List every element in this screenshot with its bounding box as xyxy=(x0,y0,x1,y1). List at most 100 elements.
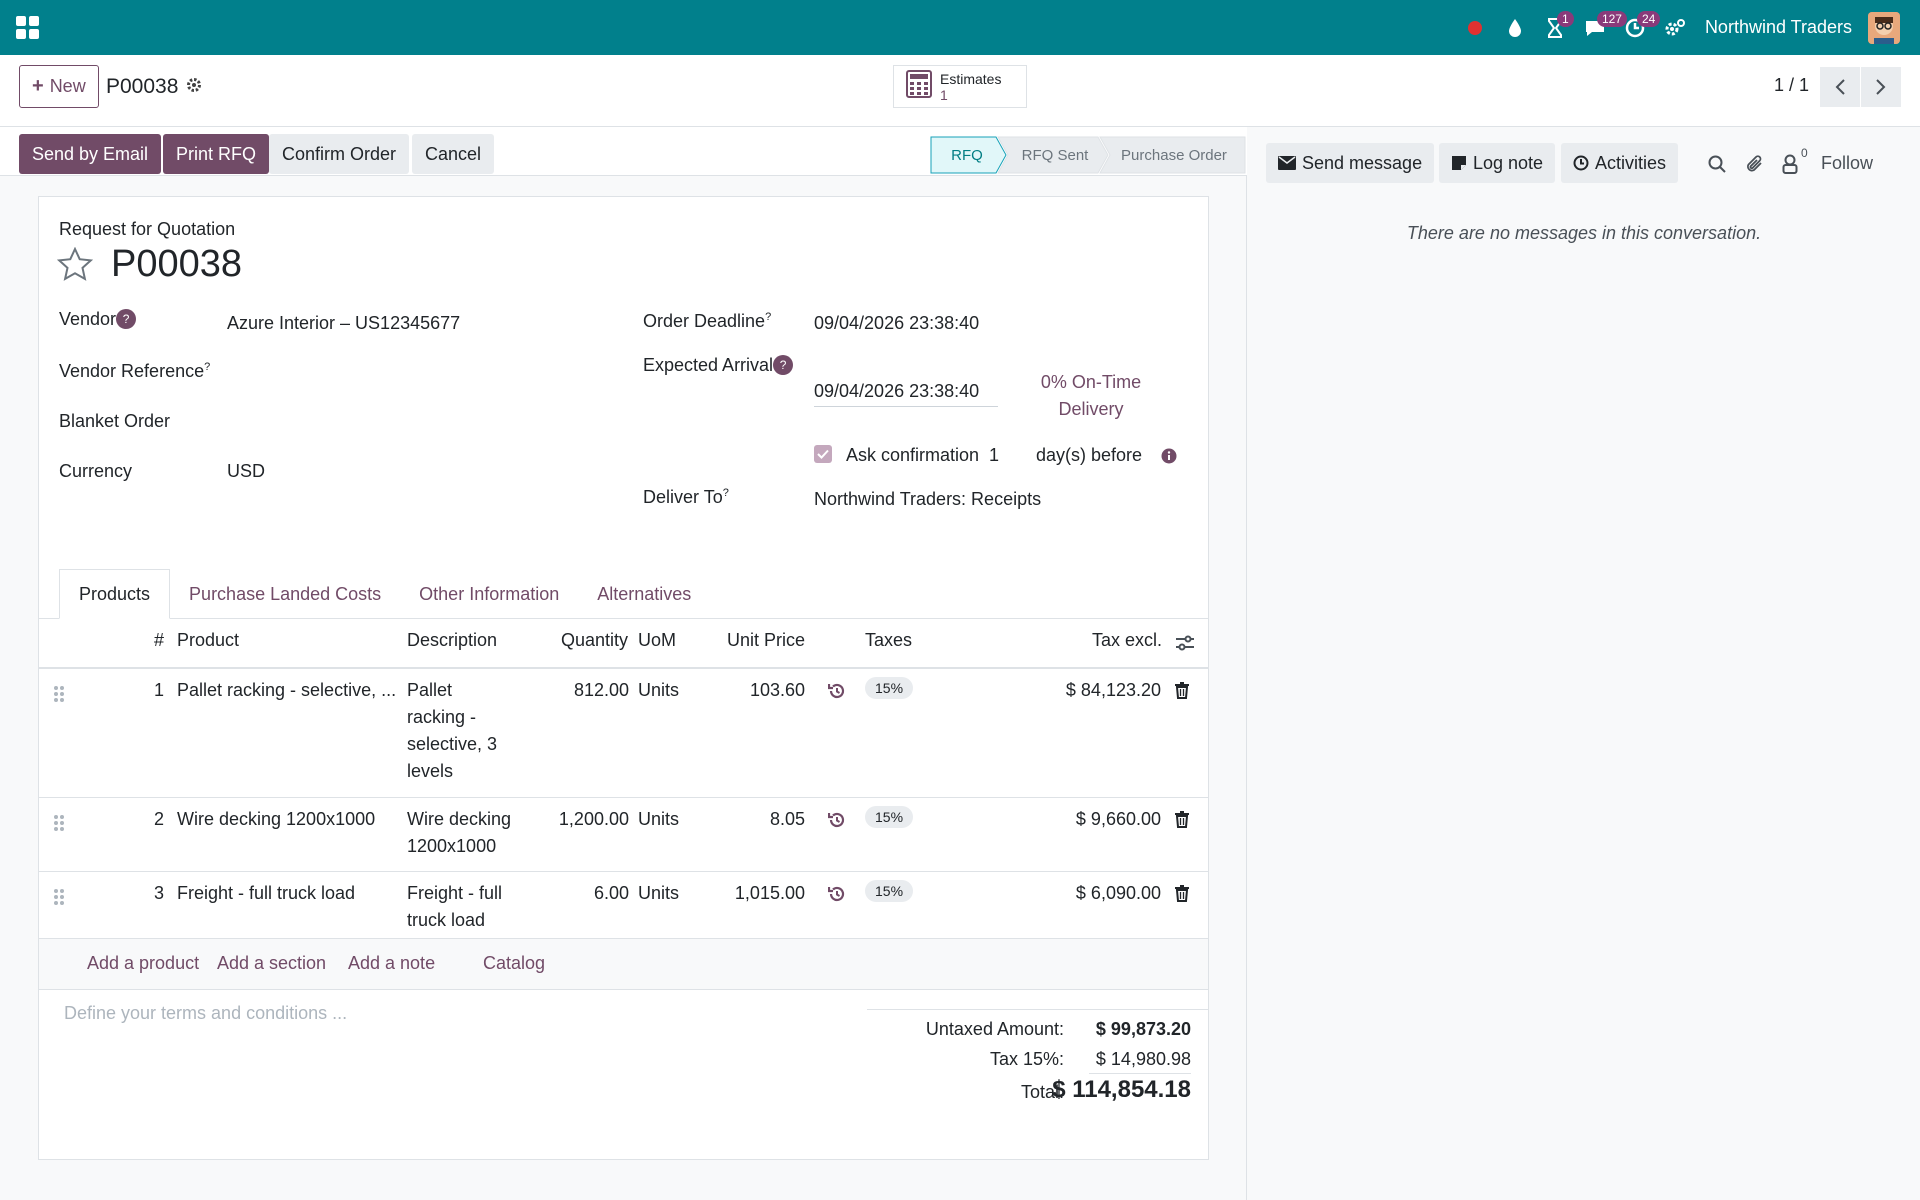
user-avatar[interactable] xyxy=(1868,11,1900,44)
company-name[interactable]: Northwind Traders xyxy=(1704,17,1852,37)
stage-rfq-sent[interactable]: RFQ Sent xyxy=(1021,146,1089,164)
row-quantity[interactable]: 1,200.00 xyxy=(558,809,629,829)
estimates-smart-button[interactable]: Estimates 1 xyxy=(893,65,1027,108)
activity-hourglass-icon[interactable]: 1 xyxy=(1535,0,1575,55)
table-row[interactable]: 1 Pallet racking - selective, ... Pallet… xyxy=(39,669,1208,797)
row-description[interactable]: Freight - full truck load xyxy=(407,883,503,930)
terms-and-conditions-field[interactable]: Define your terms and conditions ... xyxy=(64,1003,348,1023)
expected-arrival-field[interactable]: 09/04/2026 23:38:40 xyxy=(814,381,998,407)
trash-icon[interactable] xyxy=(1175,682,1189,704)
row-tax-badge[interactable]: 15% xyxy=(865,806,914,828)
column-header-description[interactable]: Description xyxy=(407,630,498,650)
column-header-unit-price[interactable]: Unit Price xyxy=(727,630,806,650)
vendor-label: Vendor? xyxy=(59,309,137,330)
stage-purchase-order[interactable]: Purchase Order xyxy=(1121,146,1227,164)
row-uom[interactable]: Units xyxy=(638,883,680,903)
table-row[interactable]: 2 Wire decking 1200x1000 Wire decking 12… xyxy=(39,798,1208,871)
new-button[interactable]: + New xyxy=(19,65,99,108)
note-icon xyxy=(1452,156,1466,170)
send-by-email-button[interactable]: Send by Email xyxy=(19,134,162,174)
row-product[interactable]: Freight - full truck load xyxy=(177,883,356,903)
empty-conversation-message: There are no messages in this conversati… xyxy=(1406,223,1762,243)
recording-dot-icon[interactable] xyxy=(1455,0,1495,55)
priority-star-icon[interactable] xyxy=(56,246,94,286)
confirm-order-button[interactable]: Confirm Order xyxy=(269,134,410,174)
row-tax-badge[interactable]: 15% xyxy=(865,880,914,902)
row-unit-price[interactable]: 103.60 xyxy=(749,680,805,700)
drag-handle-icon[interactable] xyxy=(53,814,65,837)
cancel-button[interactable]: Cancel xyxy=(412,134,495,174)
optional-columns-toggle-icon[interactable] xyxy=(1175,635,1195,656)
trash-icon[interactable] xyxy=(1175,885,1189,907)
table-row[interactable]: 3 Freight - full truck load Freight - fu… xyxy=(39,872,1208,938)
row-unit-price[interactable]: 1,015.00 xyxy=(734,883,805,903)
activity-count-badge: 1 xyxy=(1556,11,1574,27)
blanket-order-field[interactable] xyxy=(227,405,627,437)
paperclip-icon[interactable] xyxy=(1746,154,1764,179)
follow-button[interactable]: Follow xyxy=(1821,153,1874,173)
drop-icon[interactable] xyxy=(1495,0,1535,55)
history-icon[interactable] xyxy=(827,682,846,705)
pager-value[interactable]: 1 / 1 xyxy=(1774,75,1810,95)
vendor-reference-field[interactable] xyxy=(227,357,627,389)
print-rfq-button[interactable]: Print RFQ xyxy=(163,134,270,174)
order-deadline-field[interactable]: 09/04/2026 23:38:40 xyxy=(814,313,980,333)
catalog-link[interactable]: Catalog xyxy=(483,953,546,973)
order-deadline-help[interactable]: ? xyxy=(765,311,772,323)
settings-gears-icon[interactable] xyxy=(1655,0,1695,55)
ask-confirmation-checkbox[interactable] xyxy=(814,445,832,463)
calculator-icon xyxy=(906,70,932,103)
pager-previous-button[interactable] xyxy=(1820,67,1860,107)
row-quantity[interactable]: 812.00 xyxy=(573,680,629,700)
row-uom[interactable]: Units xyxy=(638,809,680,829)
record-gear-icon[interactable] xyxy=(186,77,202,98)
stage-rfq[interactable]: RFQ xyxy=(951,146,983,164)
tab-alternatives[interactable]: Alternatives xyxy=(597,583,692,604)
tab-other-information[interactable]: Other Information xyxy=(419,583,560,604)
deliver-to-help[interactable]: ? xyxy=(722,487,729,499)
expected-arrival-help-icon[interactable]: ? xyxy=(773,355,794,375)
apps-menu-icon[interactable] xyxy=(16,16,39,39)
deliver-to-field[interactable]: Northwind Traders: Receipts xyxy=(814,489,1042,509)
search-icon[interactable] xyxy=(1708,155,1726,178)
column-header-uom[interactable]: UoM xyxy=(638,630,677,650)
tab-products[interactable]: Products xyxy=(59,569,171,619)
trash-icon[interactable] xyxy=(1175,811,1189,833)
row-product[interactable]: Pallet racking - selective, ... xyxy=(177,680,397,700)
row-description[interactable]: Wire decking 1200x1000 xyxy=(407,809,512,856)
vendor-reference-help[interactable]: ? xyxy=(204,361,211,373)
followers-icon[interactable] xyxy=(1782,154,1798,179)
history-icon[interactable] xyxy=(827,885,846,908)
row-unit-price[interactable]: 8.05 xyxy=(769,809,805,829)
clock-icon xyxy=(1573,155,1589,171)
vendor-field[interactable]: Azure Interior – US12345677 xyxy=(227,313,461,333)
drag-handle-icon[interactable] xyxy=(53,685,65,708)
send-message-button[interactable]: Send message xyxy=(1266,143,1435,183)
info-circle-icon[interactable] xyxy=(1161,448,1177,469)
pager-next-button[interactable] xyxy=(1861,67,1901,107)
ask-confirmation-days-field[interactable]: 1 xyxy=(989,445,1000,465)
column-header-quantity[interactable]: Quantity xyxy=(561,630,629,650)
vendor-help-icon[interactable]: ? xyxy=(116,309,137,329)
tab-purchase-landed-costs[interactable]: Purchase Landed Costs xyxy=(189,583,382,604)
row-quantity[interactable]: 6.00 xyxy=(593,883,629,903)
row-uom[interactable]: Units xyxy=(638,680,680,700)
drag-handle-icon[interactable] xyxy=(53,888,65,911)
row-tax-badge[interactable]: 15% xyxy=(865,677,914,699)
add-product-link[interactable]: Add a product xyxy=(87,953,200,973)
log-note-button[interactable]: Log note xyxy=(1439,143,1556,183)
timer-icon[interactable]: 24 xyxy=(1615,0,1661,55)
column-header-product[interactable]: Product xyxy=(177,630,240,650)
add-section-link[interactable]: Add a section xyxy=(217,953,327,973)
activities-button[interactable]: Activities xyxy=(1561,143,1679,183)
messages-icon[interactable]: 127 xyxy=(1575,0,1627,55)
on-time-delivery-button[interactable]: 0% On-Time Delivery xyxy=(1040,372,1142,419)
row-description[interactable]: Pallet racking - selective, 3 levels xyxy=(407,680,498,781)
followers-count: 0 xyxy=(1801,146,1808,160)
history-icon[interactable] xyxy=(827,811,846,834)
column-header-taxes[interactable]: Taxes xyxy=(865,630,913,650)
add-note-link[interactable]: Add a note xyxy=(348,953,436,973)
column-header-tax-excl[interactable]: Tax excl. xyxy=(1092,630,1163,650)
currency-field[interactable]: USD xyxy=(227,461,266,481)
row-product[interactable]: Wire decking 1200x1000 xyxy=(177,809,376,829)
